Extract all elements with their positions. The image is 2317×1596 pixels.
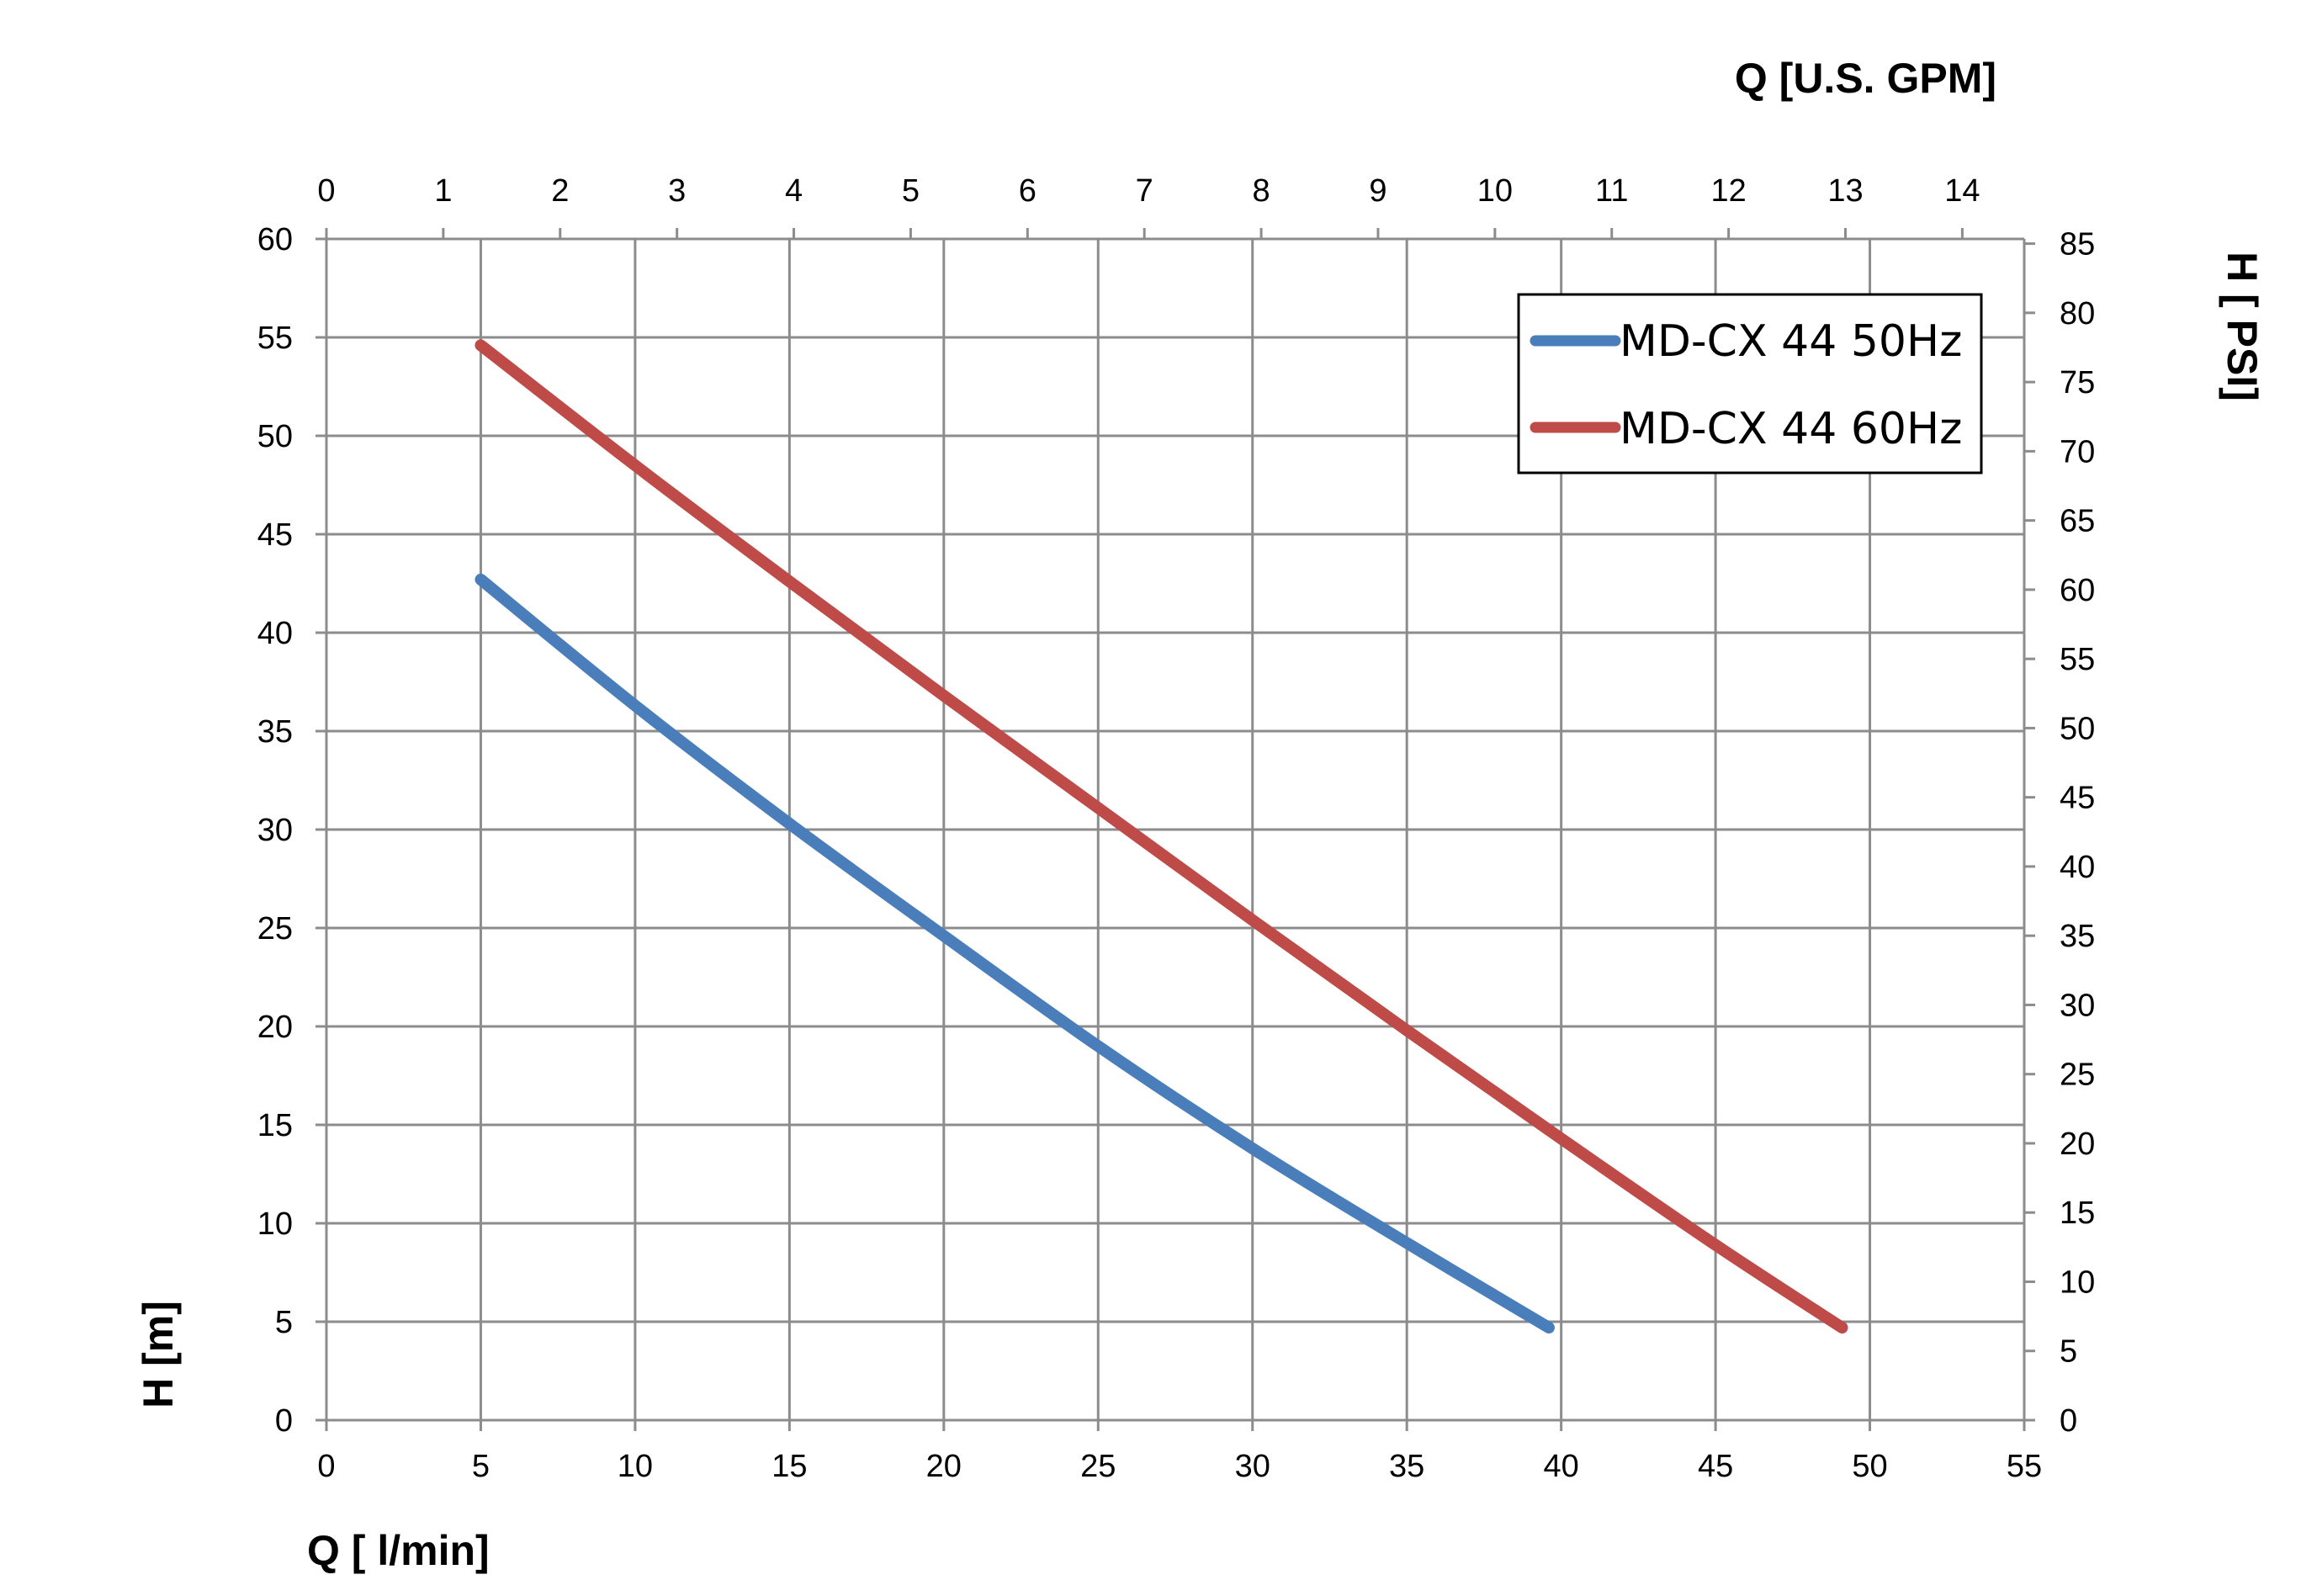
y-tick-label: 60 <box>257 222 293 257</box>
y-tick-label: 55 <box>257 321 293 356</box>
y-tick-label: 25 <box>257 911 293 946</box>
x2-tick-label: 3 <box>668 173 686 209</box>
y2-axis-title: H [ PSI] <box>2219 252 2266 401</box>
x2-tick-label: 5 <box>902 173 920 209</box>
y2-tick-label: 30 <box>2060 988 2095 1023</box>
y-tick-label: 45 <box>257 517 293 553</box>
y2-tick-label: 85 <box>2060 227 2095 262</box>
x-tick-label: 30 <box>1235 1449 1270 1484</box>
legend-box <box>1517 293 1983 475</box>
x2-tick-label: 0 <box>317 173 335 209</box>
y2-tick-label: 0 <box>2060 1403 2077 1439</box>
x2-tick-label: 6 <box>1019 173 1037 209</box>
legend-label-60hz: MD-CX 44 60Hz <box>1620 404 1962 454</box>
x-tick-label: 10 <box>618 1449 653 1484</box>
y2-tick-label: 50 <box>2060 711 2095 746</box>
y2-tick-label: 60 <box>2060 573 2095 608</box>
x-tick-label: 20 <box>926 1449 962 1484</box>
y2-tick-label: 10 <box>2060 1265 2095 1300</box>
y2-tick-label: 65 <box>2060 504 2095 539</box>
y-tick-label: 5 <box>275 1305 293 1340</box>
x-tick-label: 15 <box>771 1449 807 1484</box>
x2-tick-label: 10 <box>1477 173 1513 209</box>
y-tick-label: 35 <box>257 714 293 750</box>
y-tick-label: 30 <box>257 813 293 848</box>
x2-tick-label: 2 <box>551 173 569 209</box>
x2-tick-label: 11 <box>1595 173 1628 209</box>
y-axis-title: H [m] <box>135 1301 182 1408</box>
axes <box>315 228 2035 1431</box>
y-tick-label: 50 <box>257 419 293 454</box>
y-tick-label: 10 <box>257 1206 293 1242</box>
y2-tick-label: 35 <box>2060 919 2095 954</box>
x-tick-label: 0 <box>317 1449 335 1484</box>
y2-tick-label: 40 <box>2060 850 2095 885</box>
series-line-50hz <box>475 573 1555 1334</box>
x2-tick-label: 1 <box>434 173 452 209</box>
x2-tick-label: 7 <box>1136 173 1153 209</box>
series-line-60hz <box>475 339 1848 1334</box>
y2-tick-label: 25 <box>2060 1058 2095 1093</box>
y-tick-label: 40 <box>257 616 293 651</box>
x-tick-label: 55 <box>2007 1449 2042 1484</box>
x-tick-label: 5 <box>472 1449 490 1484</box>
y-tick-label: 15 <box>257 1108 293 1143</box>
x-tick-label: 25 <box>1080 1449 1116 1484</box>
x2-tick-label: 9 <box>1369 173 1386 209</box>
x2-tick-label: 12 <box>1710 173 1746 209</box>
y2-tick-label: 80 <box>2060 296 2095 331</box>
x-axis-title: Q [ l/min] <box>307 1527 490 1574</box>
y2-tick-label: 45 <box>2060 781 2095 816</box>
x-tick-label: 40 <box>1543 1449 1578 1484</box>
y2-tick-label: 5 <box>2060 1334 2077 1370</box>
y2-tick-label: 70 <box>2060 434 2095 469</box>
y-tick-label: 0 <box>275 1403 293 1439</box>
y2-tick-label: 20 <box>2060 1127 2095 1162</box>
x2-axis-title: Q [U.S. GPM] <box>1735 55 1996 102</box>
x2-tick-label: 4 <box>785 173 803 209</box>
x2-tick-label: 14 <box>1944 173 1980 209</box>
y2-tick-label: 15 <box>2060 1196 2095 1231</box>
legend-label-50hz: MD-CX 44 50Hz <box>1620 316 1962 367</box>
legend: MD-CX 44 50Hz MD-CX 44 60Hz <box>1517 293 1983 475</box>
x-tick-label: 45 <box>1698 1449 1733 1484</box>
y-tick-label: 20 <box>257 1010 293 1045</box>
x2-tick-label: 13 <box>1827 173 1863 209</box>
series-lines <box>475 339 1848 1334</box>
y2-tick-label: 55 <box>2060 642 2095 677</box>
x2-tick-label: 8 <box>1253 173 1270 209</box>
x-tick-label: 50 <box>1852 1449 1887 1484</box>
tick-labels: 0 5 10 15 20 25 30 35 40 45 50 55051015202530354045… <box>257 173 2096 1484</box>
x-tick-label: 35 <box>1389 1449 1424 1484</box>
y2-tick-label: 75 <box>2060 365 2095 400</box>
